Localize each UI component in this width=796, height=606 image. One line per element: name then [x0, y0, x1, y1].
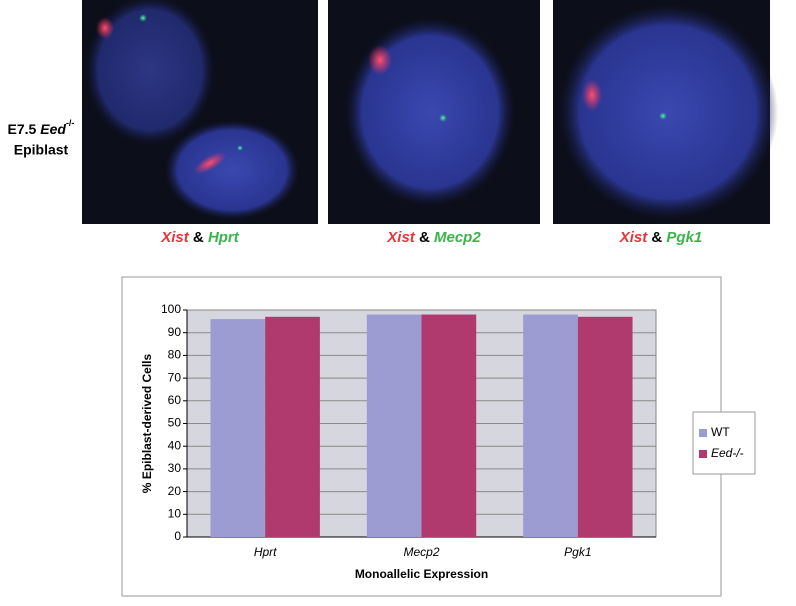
probe-green: Hprt [208, 229, 240, 246]
y-tick-label: 30 [168, 461, 182, 475]
y-tick-label: 70 [168, 370, 182, 384]
legend-swatch [699, 450, 707, 458]
y-tick-label: 90 [168, 325, 182, 339]
y-tick-label: 60 [168, 393, 182, 407]
panel-caption: Xist & Mecp2 [386, 229, 481, 246]
y-tick-label: 0 [174, 529, 181, 543]
x-axis-label: Monoallelic Expression [355, 567, 488, 581]
y-tick-label: 50 [168, 416, 182, 430]
legend-label: Eed-/- [711, 446, 744, 460]
x-tick-label: Pgk1 [564, 545, 591, 559]
bar [210, 319, 266, 537]
x-tick-label: Hprt [254, 545, 277, 559]
micrograph-3 [553, 0, 778, 224]
probe-red: Xist [619, 229, 649, 246]
y-tick-label: 80 [168, 348, 182, 362]
y-tick-label: 20 [168, 484, 182, 498]
legend-box [692, 411, 756, 475]
y-axis-label: % Epiblast-derived Cells [140, 353, 154, 493]
y-tick-label: 40 [168, 438, 182, 452]
panel-caption: Xist & Pgk1 [619, 229, 703, 246]
panel-caption: Xist & Hprt [160, 229, 240, 246]
connector: & [419, 229, 430, 246]
probe-red: Xist [386, 229, 416, 246]
gene: Eed [40, 121, 66, 137]
legend-swatch [699, 429, 707, 437]
side-label: E7.5 Eed-/- [8, 118, 75, 136]
stage: E7.5 [8, 121, 37, 137]
x-tick-label: Mecp2 [403, 545, 439, 559]
bar [421, 314, 477, 537]
bar [366, 314, 422, 537]
micrograph-1 [82, 0, 318, 224]
bar [523, 314, 578, 537]
connector: & [651, 229, 662, 246]
bar [577, 316, 633, 537]
probe-green: Mecp2 [434, 229, 481, 246]
legend-label: WT [711, 425, 730, 439]
micrograph-2 [328, 0, 540, 224]
probe-red: Xist [160, 229, 190, 246]
y-tick-label: 10 [168, 506, 182, 520]
genotype: -/- [66, 118, 75, 128]
y-tick-label: 100 [161, 302, 181, 316]
bar [265, 316, 320, 537]
probe-green: Pgk1 [666, 229, 702, 246]
connector: & [193, 229, 204, 246]
tissue: Epiblast [14, 142, 69, 158]
